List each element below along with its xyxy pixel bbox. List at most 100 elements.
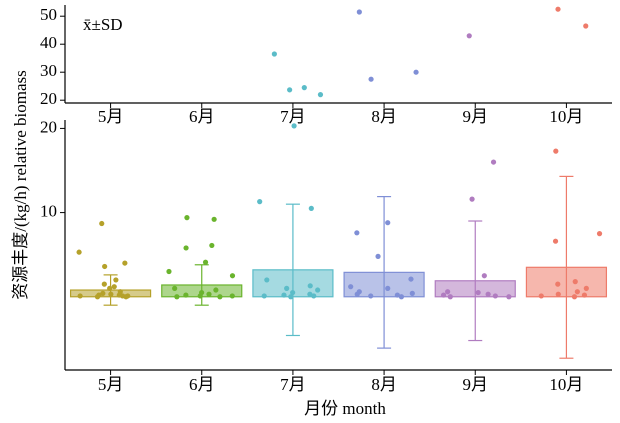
data-point — [211, 216, 217, 222]
upper-x-tick-label: 6月 — [189, 107, 215, 126]
data-point — [368, 76, 374, 82]
data-point — [287, 87, 293, 93]
data-point — [311, 293, 317, 299]
data-point — [197, 293, 203, 299]
data-point — [583, 23, 589, 29]
data-point — [385, 285, 391, 291]
data-point — [555, 281, 561, 287]
data-point — [354, 291, 360, 297]
data-point — [490, 159, 497, 165]
data-point — [94, 294, 101, 300]
data-point — [574, 289, 580, 295]
data-point — [102, 263, 108, 270]
data-point — [572, 279, 578, 285]
data-point — [291, 123, 297, 129]
data-point — [209, 242, 215, 249]
data-point — [571, 294, 578, 300]
data-point — [408, 276, 414, 282]
data-point — [555, 291, 561, 297]
upper-x-tick-label: 10月 — [549, 107, 583, 126]
upper-x-tick-label: 9月 — [463, 107, 489, 126]
data-point — [174, 294, 180, 300]
upper-x-tick-label: 8月 — [371, 107, 397, 126]
data-point — [307, 283, 313, 289]
y-axis-label: 资源丰度/(kg/h) relative biomass — [11, 70, 30, 299]
data-point — [375, 253, 381, 259]
data-point — [445, 289, 451, 295]
data-point — [99, 220, 105, 227]
data-point — [172, 285, 178, 291]
data-point — [184, 215, 190, 221]
data-point — [257, 199, 263, 205]
data-point — [264, 277, 270, 283]
data-point — [506, 294, 512, 300]
data-point — [553, 148, 559, 154]
data-point — [261, 293, 267, 299]
annotation: x̄±SD — [83, 15, 123, 34]
upper-x-tick-label: 5月 — [98, 107, 124, 126]
data-point — [122, 260, 128, 266]
data-point — [354, 230, 360, 236]
data-point — [308, 205, 314, 211]
x-tick-label: 8月 — [371, 375, 397, 394]
data-point — [315, 287, 321, 293]
data-point — [409, 290, 415, 297]
data-point — [281, 292, 287, 298]
data-point — [123, 294, 129, 300]
data-point — [317, 92, 324, 98]
upper-y-tick-label: 20 — [40, 89, 57, 108]
data-point — [288, 294, 294, 300]
data-point — [356, 9, 362, 15]
data-point — [413, 69, 419, 75]
y-tick-label: 10 — [40, 201, 57, 220]
data-point — [466, 33, 472, 39]
y-tick-label: 20 — [40, 117, 57, 136]
data-point — [348, 284, 354, 290]
data-point — [398, 294, 405, 300]
data-point — [166, 268, 172, 275]
upper-y-tick-label: 50 — [40, 5, 57, 24]
data-point — [469, 196, 475, 202]
data-point — [555, 6, 561, 12]
data-point — [301, 85, 307, 91]
data-point — [492, 293, 498, 299]
data-point — [596, 231, 603, 237]
x-tick-label: 9月 — [463, 375, 489, 394]
data-point — [183, 292, 189, 298]
data-point — [447, 294, 453, 300]
data-point — [284, 285, 290, 291]
data-point — [581, 292, 588, 298]
x-tick-label: 10月 — [549, 375, 583, 394]
data-point — [385, 220, 391, 226]
upper-x-tick-label: 7月 — [280, 107, 306, 126]
data-point — [583, 285, 589, 291]
data-point — [111, 284, 117, 290]
data-point — [217, 294, 223, 300]
data-point — [290, 289, 296, 296]
data-point — [394, 292, 400, 298]
data-point — [77, 293, 83, 299]
data-point — [101, 281, 107, 287]
data-point — [485, 291, 491, 297]
data-point — [552, 238, 559, 244]
data-point — [229, 273, 236, 279]
x-tick-label: 6月 — [189, 375, 215, 394]
data-point — [229, 293, 235, 299]
data-point — [202, 259, 209, 265]
data-point — [475, 289, 481, 296]
data-point — [440, 292, 447, 298]
data-point — [481, 273, 487, 279]
upper-y-tick-label: 30 — [40, 61, 57, 80]
data-point — [538, 293, 544, 299]
data-point — [271, 51, 277, 57]
data-point — [76, 249, 82, 255]
x-tick-label: 5月 — [98, 375, 124, 394]
data-point — [108, 291, 114, 297]
upper-y-tick-label: 40 — [40, 33, 57, 52]
x-tick-label: 7月 — [280, 375, 306, 394]
data-point — [213, 287, 219, 293]
data-point — [368, 293, 374, 299]
data-point — [206, 291, 212, 297]
data-point — [100, 290, 106, 297]
